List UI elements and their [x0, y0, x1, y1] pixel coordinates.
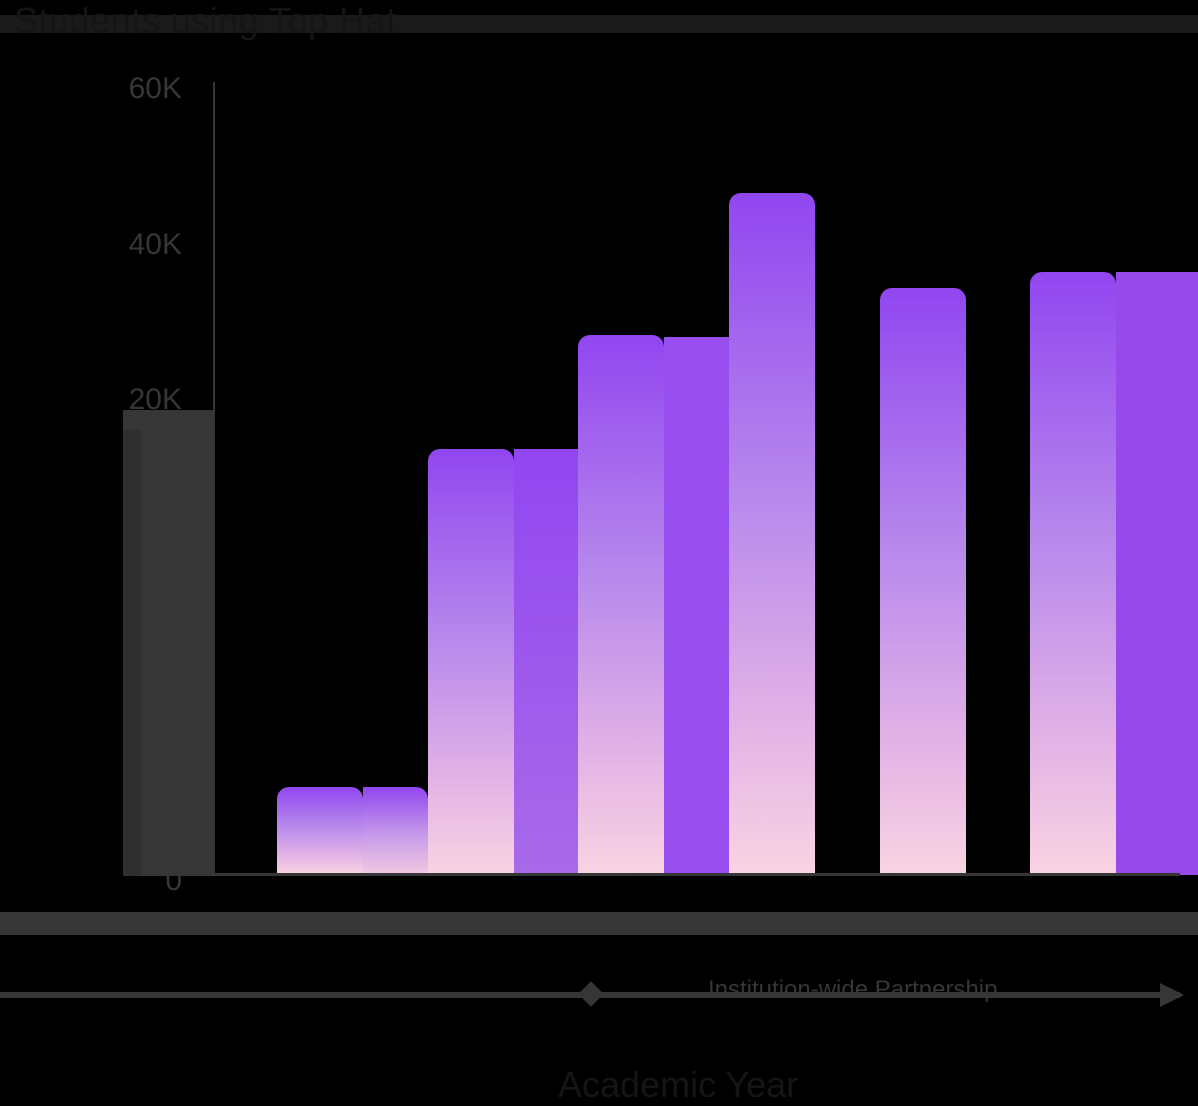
y-tick-40k: 40K: [128, 228, 182, 261]
y-axis-panel-strip: [123, 430, 141, 876]
bar-year-2-overlay: [514, 449, 578, 875]
title-band: [0, 15, 1198, 33]
x-axis-line: [213, 873, 1180, 876]
bar-year-4: [729, 193, 815, 875]
y-tick-0: 0: [165, 864, 182, 897]
chart-title: Students using Top Hat: [14, 0, 397, 41]
x-axis-title: Academic Year: [558, 1064, 799, 1105]
bar-year-6: [1030, 272, 1116, 875]
bar-year-2: [428, 449, 514, 875]
y-tick-60k: 60K: [128, 72, 182, 105]
x-tick-label-band: [0, 912, 1198, 935]
bar-year-3-overlay: [664, 337, 729, 875]
bar-year-6-overlay: [1116, 272, 1198, 875]
bar-year-1: [277, 787, 363, 875]
timeline-arrow-right-icon: [1160, 983, 1184, 1007]
partnership-annotation: Institution-wide Partnership: [708, 976, 998, 1003]
bar-year-5: [880, 288, 966, 875]
bar-year-3: [578, 335, 664, 875]
bar-year-1-overlay: [363, 787, 428, 875]
timeline-start-diamond-icon: [578, 981, 604, 1007]
y-axis-line: [213, 82, 215, 876]
